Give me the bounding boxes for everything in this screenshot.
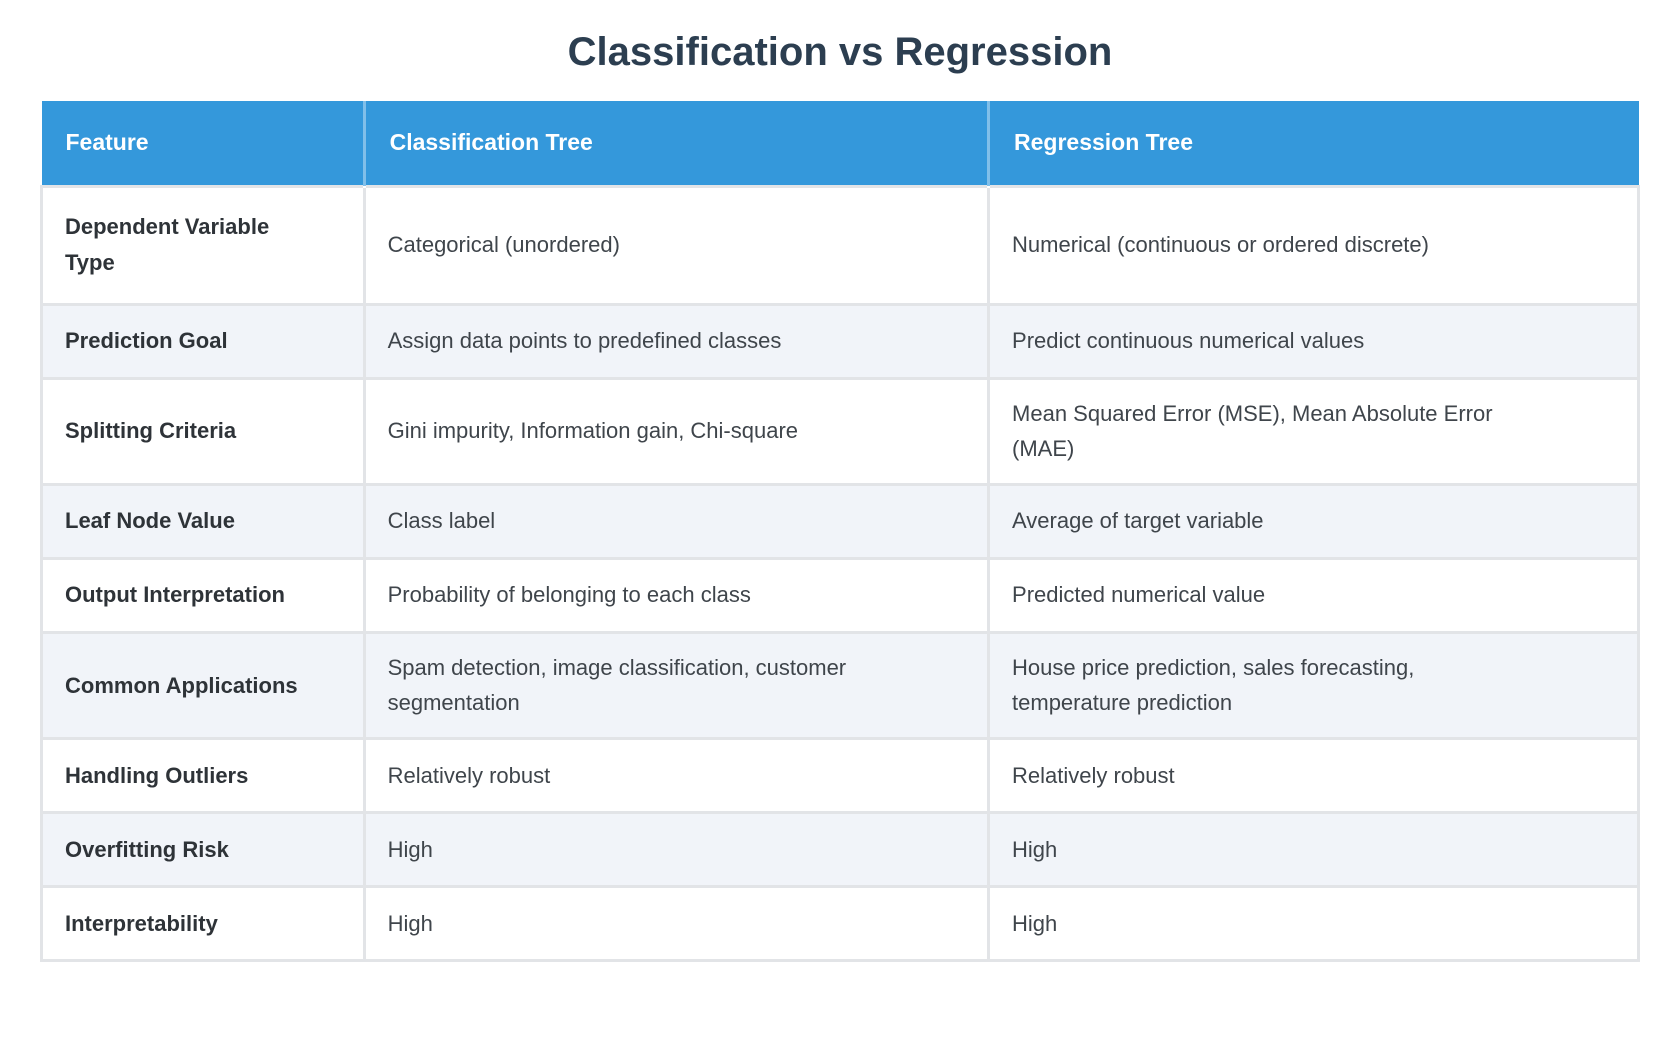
column-header-classification: Classification Tree [362,101,989,186]
classification-value: High [387,910,433,936]
feature-cell: Dependent Variable Type [40,184,366,306]
feature-label: Interpretability [65,910,218,936]
classification-cell: Class label [362,482,991,560]
classification-value: Spam detection, image classification, cu… [387,654,847,716]
table-row-interpretability: Interpretability High High [40,885,1640,962]
table-row-leaf-node-value: Leaf Node Value Class label Average of t… [40,482,1640,560]
feature-cell: Common Applications [40,630,366,741]
header-row: Feature Classification Tree Regression T… [41,101,1639,186]
regression-cell: Relatively robust [987,737,1640,814]
classification-cell: Assign data points to predefined classes [362,302,991,380]
table-row-splitting-criteria: Splitting Criteria Gini impurity, Inform… [40,376,1640,486]
table-row-handling-outliers: Handling Outliers Relatively robust Rela… [40,737,1640,814]
regression-cell: Mean Squared Error (MSE), Mean Absolute … [987,376,1640,486]
regression-value: Numerical (continuous or ordered discret… [1012,232,1429,258]
table-row-overfitting-risk: Overfitting Risk High High [40,811,1640,888]
feature-cell: Leaf Node Value [40,482,366,560]
feature-label: Handling Outliers [65,762,249,788]
classification-cell: Relatively robust [362,737,991,814]
regression-cell: High [987,885,1640,962]
feature-cell: Interpretability [40,885,366,962]
table-row-common-applications: Common Applications Spam detection, imag… [40,630,1640,741]
feature-label: Splitting Criteria [65,418,237,444]
regression-value: Predict continuous numerical values [1012,328,1365,354]
feature-label: Common Applications [65,672,298,698]
regression-cell: House price prediction, sales forecastin… [987,630,1640,741]
column-header-regression: Regression Tree [987,101,1639,186]
classification-cell: Spam detection, image classification, cu… [362,630,991,741]
feature-label: Prediction Goal [65,328,228,354]
regression-cell: High [987,811,1640,888]
regression-value: Mean Squared Error (MSE), Mean Absolute … [1012,400,1493,462]
classification-cell: High [362,885,991,962]
feature-label: Overfitting Risk [65,836,229,862]
classification-value: Assign data points to predefined classes [387,328,782,354]
classification-value: Categorical (unordered) [387,232,620,258]
feature-cell: Splitting Criteria [40,376,366,486]
classification-value: Probability of belonging to each class [387,582,751,608]
regression-cell: Predict continuous numerical values [987,302,1640,380]
table-header: Feature Classification Tree Regression T… [41,101,1639,186]
table-row-output-interpretation: Output Interpretation Probability of bel… [40,556,1640,634]
feature-label: Dependent Variable Type [65,214,270,275]
regression-cell: Numerical (continuous or ordered discret… [987,184,1640,306]
classification-value: High [387,836,433,862]
classification-cell: Gini impurity, Information gain, Chi-squ… [362,376,991,486]
regression-value: Predicted numerical value [1012,582,1266,608]
classification-cell: Categorical (unordered) [362,184,991,306]
regression-value: High [1012,910,1058,936]
page-title: Classification vs Regression [567,30,1113,74]
regression-cell: Average of target variable [987,482,1640,560]
feature-label: Output Interpretation [65,582,285,608]
feature-label: Leaf Node Value [65,508,235,534]
regression-value: House price prediction, sales forecastin… [1012,654,1415,716]
feature-cell: Overfitting Risk [40,811,366,888]
classification-cell: Probability of belonging to each class [362,556,991,634]
feature-cell: Handling Outliers [40,737,366,814]
regression-value: Average of target variable [1012,508,1264,534]
classification-value: Gini impurity, Information gain, Chi-squ… [387,418,799,444]
classification-value: Class label [387,508,496,534]
column-header-feature: Feature [41,101,365,186]
feature-cell: Prediction Goal [40,302,366,380]
classification-value: Relatively robust [387,762,551,788]
comparison-table-wrapper: Feature Classification Tree Regression T… [40,101,1640,962]
feature-cell: Output Interpretation [40,556,366,634]
table-row-prediction-goal: Prediction Goal Assign data points to pr… [40,302,1640,380]
table-body: Dependent Variable Type Categorical (uno… [40,184,1640,962]
table-row-dependent-variable-type: Dependent Variable Type Categorical (uno… [40,184,1640,306]
regression-value: Relatively robust [1012,762,1175,788]
regression-cell: Predicted numerical value [987,556,1640,634]
regression-value: High [1012,836,1058,862]
comparison-table: Feature Classification Tree Regression T… [40,101,1640,962]
classification-cell: High [362,811,991,888]
